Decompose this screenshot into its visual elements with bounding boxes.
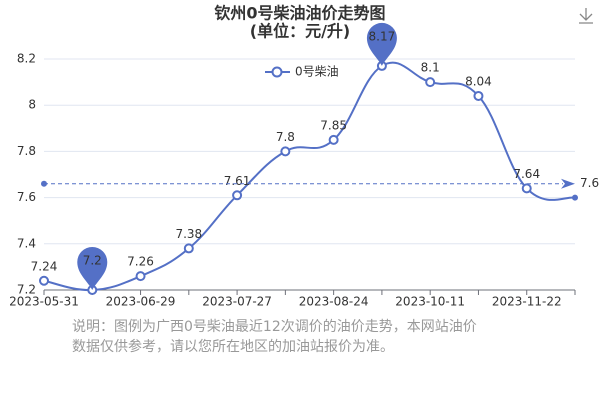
point xyxy=(39,275,49,286)
download-glyph xyxy=(579,8,593,24)
y-tick-label: 7.4 xyxy=(17,236,36,250)
value-label: 7.8 xyxy=(276,130,295,144)
point xyxy=(232,190,243,201)
note-line: 数据仅供参考，请以您所在地区的加油站报价为准。 xyxy=(72,338,394,355)
pin-label: 8.17 xyxy=(369,29,396,43)
value-label: 7.38 xyxy=(175,227,202,241)
value-label: 8.1 xyxy=(421,61,440,75)
pin-label: 7.2 xyxy=(83,254,102,268)
pin xyxy=(77,247,108,290)
average-start xyxy=(41,180,47,187)
average-label: 7.66 xyxy=(580,176,600,190)
value-label: 7.64 xyxy=(513,167,540,181)
x-tick-label: 2023-10-11 xyxy=(395,295,465,309)
value-label: 7.24 xyxy=(31,259,58,273)
y-tick-label: 8 xyxy=(28,98,36,112)
chart-subtitle: (单位：元/升) xyxy=(250,22,350,41)
y-tick-label: 7.6 xyxy=(17,190,36,204)
average-arrow xyxy=(561,178,575,189)
value-label: 7.61 xyxy=(224,174,251,188)
value-label: 7.26 xyxy=(127,255,154,269)
point xyxy=(473,90,484,101)
x-tick-label: 2023-07-27 xyxy=(202,295,272,309)
line xyxy=(43,61,576,292)
legend-label: 0号柴油 xyxy=(295,65,339,79)
point xyxy=(521,183,532,194)
legend-marker xyxy=(271,66,283,78)
x-tick-label: 2023-11-22 xyxy=(492,295,562,309)
download-icon[interactable] xyxy=(579,8,593,24)
x-tick-label: 2023-05-31 xyxy=(9,295,79,309)
x-tick-label: 2023-08-24 xyxy=(299,295,369,309)
point xyxy=(183,243,194,254)
x-tick-label: 2023-06-29 xyxy=(106,295,176,309)
point xyxy=(425,77,436,88)
chart-title: 钦州0号柴油油价走势图 xyxy=(214,4,385,23)
y-tick-label: 7.2 xyxy=(17,283,36,297)
point xyxy=(572,194,578,201)
pin xyxy=(366,22,397,66)
value-label: 7.85 xyxy=(320,118,347,132)
point xyxy=(280,146,291,157)
point xyxy=(328,134,339,145)
y-tick-label: 8.2 xyxy=(17,52,36,66)
y-tick-label: 7.8 xyxy=(17,144,36,158)
note-line: 说明：图例为广西0号柴油最近12次调价的油价走势，本网站油价 xyxy=(72,319,477,335)
value-label: 8.04 xyxy=(465,74,492,88)
point xyxy=(135,271,146,282)
